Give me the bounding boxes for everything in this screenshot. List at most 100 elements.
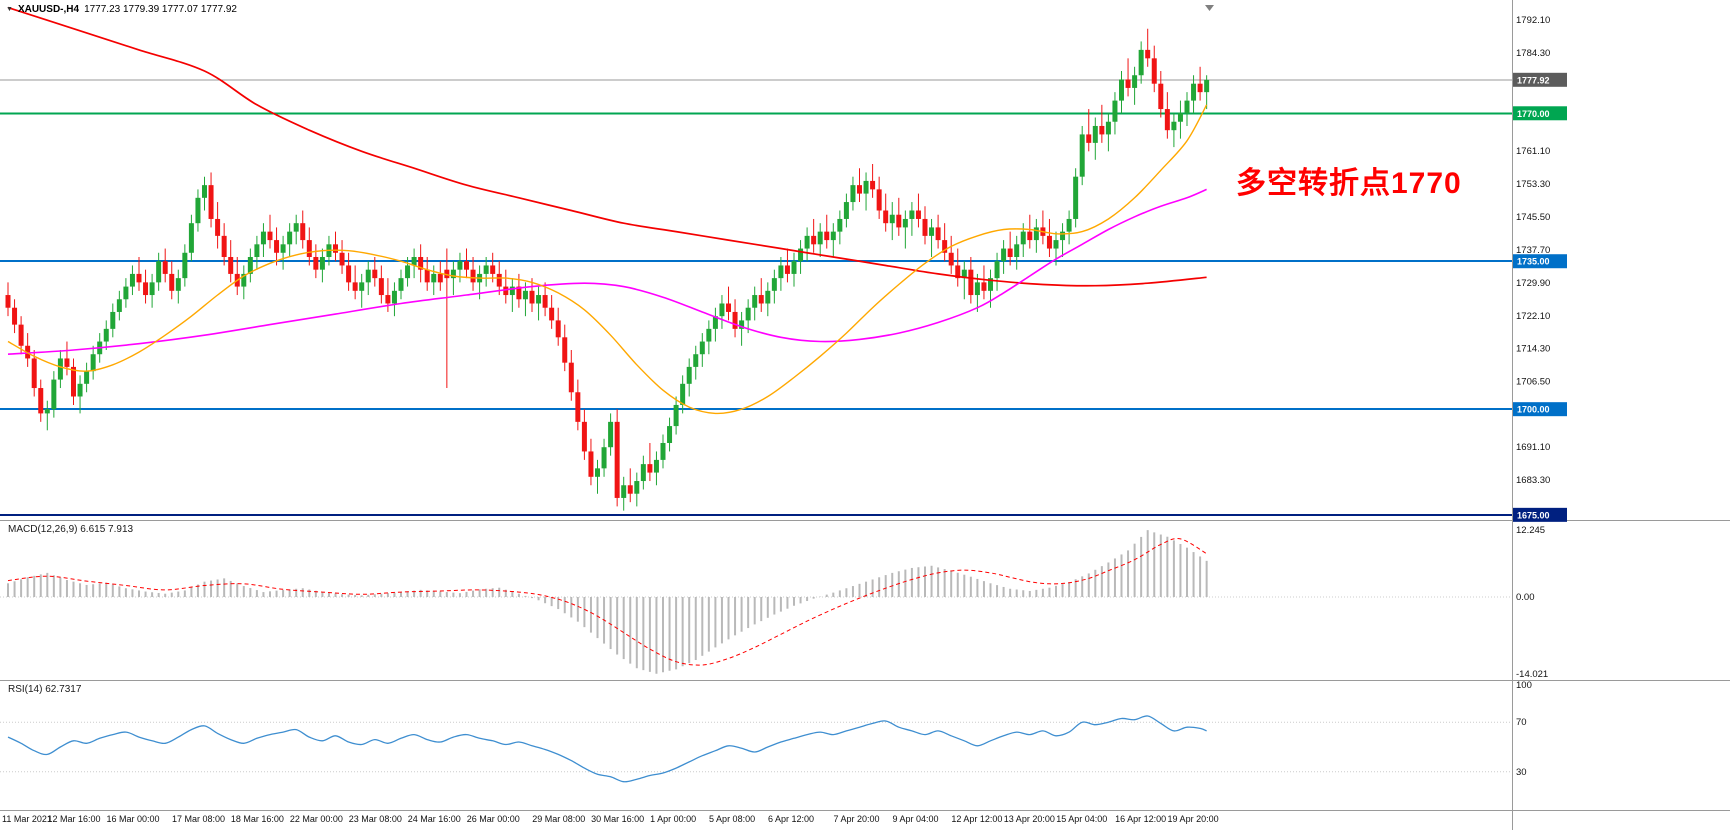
price-badge (1513, 402, 1567, 417)
chart-title: ▼ XAUUSD-,H4 1777.23 1779.39 1777.07 177… (6, 4, 237, 15)
candle-body (490, 265, 496, 274)
time-axis-label: 1 Apr 00:00 (650, 814, 696, 824)
time-axis-label: 16 Mar 00:00 (106, 814, 159, 824)
y-axis-tick: 1761.10 (1516, 146, 1550, 157)
candle-body (44, 409, 50, 414)
y-axis-tick: 1706.50 (1516, 377, 1550, 388)
candle-body (1204, 79, 1210, 93)
candle-body (496, 273, 502, 287)
candle-body (588, 451, 594, 477)
candle-body (1138, 49, 1144, 76)
candle-body (156, 261, 162, 283)
chart-menu-arrow-icon[interactable]: ▼ (6, 6, 13, 13)
candle-body (431, 273, 437, 283)
candle-body (1184, 100, 1190, 114)
price-badge (1513, 106, 1567, 121)
candle-body (726, 303, 731, 312)
y-axis-tick: 1714.30 (1516, 344, 1550, 355)
candle-body (333, 244, 338, 253)
candle-body (1105, 121, 1111, 135)
price-badge (1513, 507, 1567, 522)
candle-body (640, 464, 646, 482)
candle-body (634, 481, 640, 494)
candle-body (464, 261, 469, 270)
candle-body (817, 231, 823, 245)
candle-body (1112, 100, 1118, 122)
candle-body (391, 290, 397, 304)
chart-annotation-text[interactable]: 多空转折点1770 (1236, 167, 1462, 200)
candle-body (188, 223, 194, 253)
candle-body (896, 214, 902, 228)
indicator-guides (0, 596, 1512, 773)
candle-body (254, 244, 260, 258)
candle-body (673, 404, 679, 427)
candle-body (274, 240, 280, 253)
candle-body (798, 248, 804, 262)
candle-body (1053, 240, 1059, 249)
price-badge-label: 1777.92 (1517, 75, 1550, 85)
candle-body (84, 371, 90, 384)
candle-body (208, 185, 214, 219)
candle-body (1033, 227, 1039, 241)
candle-body (843, 202, 849, 219)
candle-body (260, 231, 266, 245)
macd-axis-tick: 0.00 (1516, 592, 1535, 603)
candle-body (1020, 231, 1026, 245)
candle-body (483, 265, 489, 274)
candle-body (116, 299, 122, 312)
ma-slow-red-line (7, 6, 1207, 287)
candle-body (424, 269, 430, 283)
rsi-line (7, 715, 1207, 783)
candle-body (38, 388, 44, 414)
candle-body (883, 210, 889, 224)
candle-body (909, 210, 915, 219)
price-badges: 1777.92 1770.00 1735.00 1700.00 1675.00 (1513, 72, 1567, 522)
candle-body (280, 244, 286, 253)
candle-body (994, 261, 1000, 279)
candle-body (529, 290, 535, 304)
chart-shift-marker-icon[interactable] (1205, 5, 1214, 11)
candle-body (306, 240, 312, 258)
candle-body (103, 328, 109, 342)
candle-body (601, 447, 607, 469)
candle-body (1007, 248, 1013, 258)
candle-body (90, 354, 96, 372)
candle-body (64, 358, 70, 367)
candle-body (5, 295, 11, 308)
time-axis-label: 22 Mar 00:00 (290, 814, 343, 824)
y-axis-tick: 1683.30 (1516, 475, 1550, 486)
ohlc-values: 1777.23 1779.39 1777.07 1777.92 (84, 4, 237, 15)
y-axis-tick: 1753.30 (1516, 179, 1550, 190)
candle-body (758, 295, 764, 304)
candle-body (719, 303, 725, 317)
candle-body (1151, 58, 1157, 84)
candle-body (935, 227, 941, 241)
candle-body (968, 269, 974, 296)
candle-body (549, 307, 555, 321)
y-axis-tick: 1737.70 (1516, 245, 1550, 256)
candle-body (981, 282, 987, 291)
time-axis-label: 5 Apr 08:00 (709, 814, 755, 824)
candle-body (667, 426, 673, 443)
candle-body (241, 273, 247, 287)
candle-body (660, 442, 666, 460)
time-axis-label: 29 Mar 08:00 (532, 814, 585, 824)
candle-body (221, 235, 227, 258)
macd-signal-line (7, 538, 1207, 666)
candle-body (1119, 79, 1124, 101)
candle-body (31, 358, 37, 389)
candle-body (215, 218, 221, 236)
candle-body (568, 362, 574, 393)
candle-body (752, 295, 758, 308)
time-axis-label: 18 Mar 16:00 (231, 814, 284, 824)
price-badge (1513, 254, 1567, 269)
candle-body (555, 320, 561, 338)
candle-body (1066, 218, 1072, 232)
time-axis-label: 9 Apr 04:00 (892, 814, 938, 824)
ma-fast-orange-line (7, 104, 1208, 415)
candle-body (372, 269, 378, 279)
candle-body (1092, 125, 1098, 143)
candle-body (1171, 121, 1177, 131)
